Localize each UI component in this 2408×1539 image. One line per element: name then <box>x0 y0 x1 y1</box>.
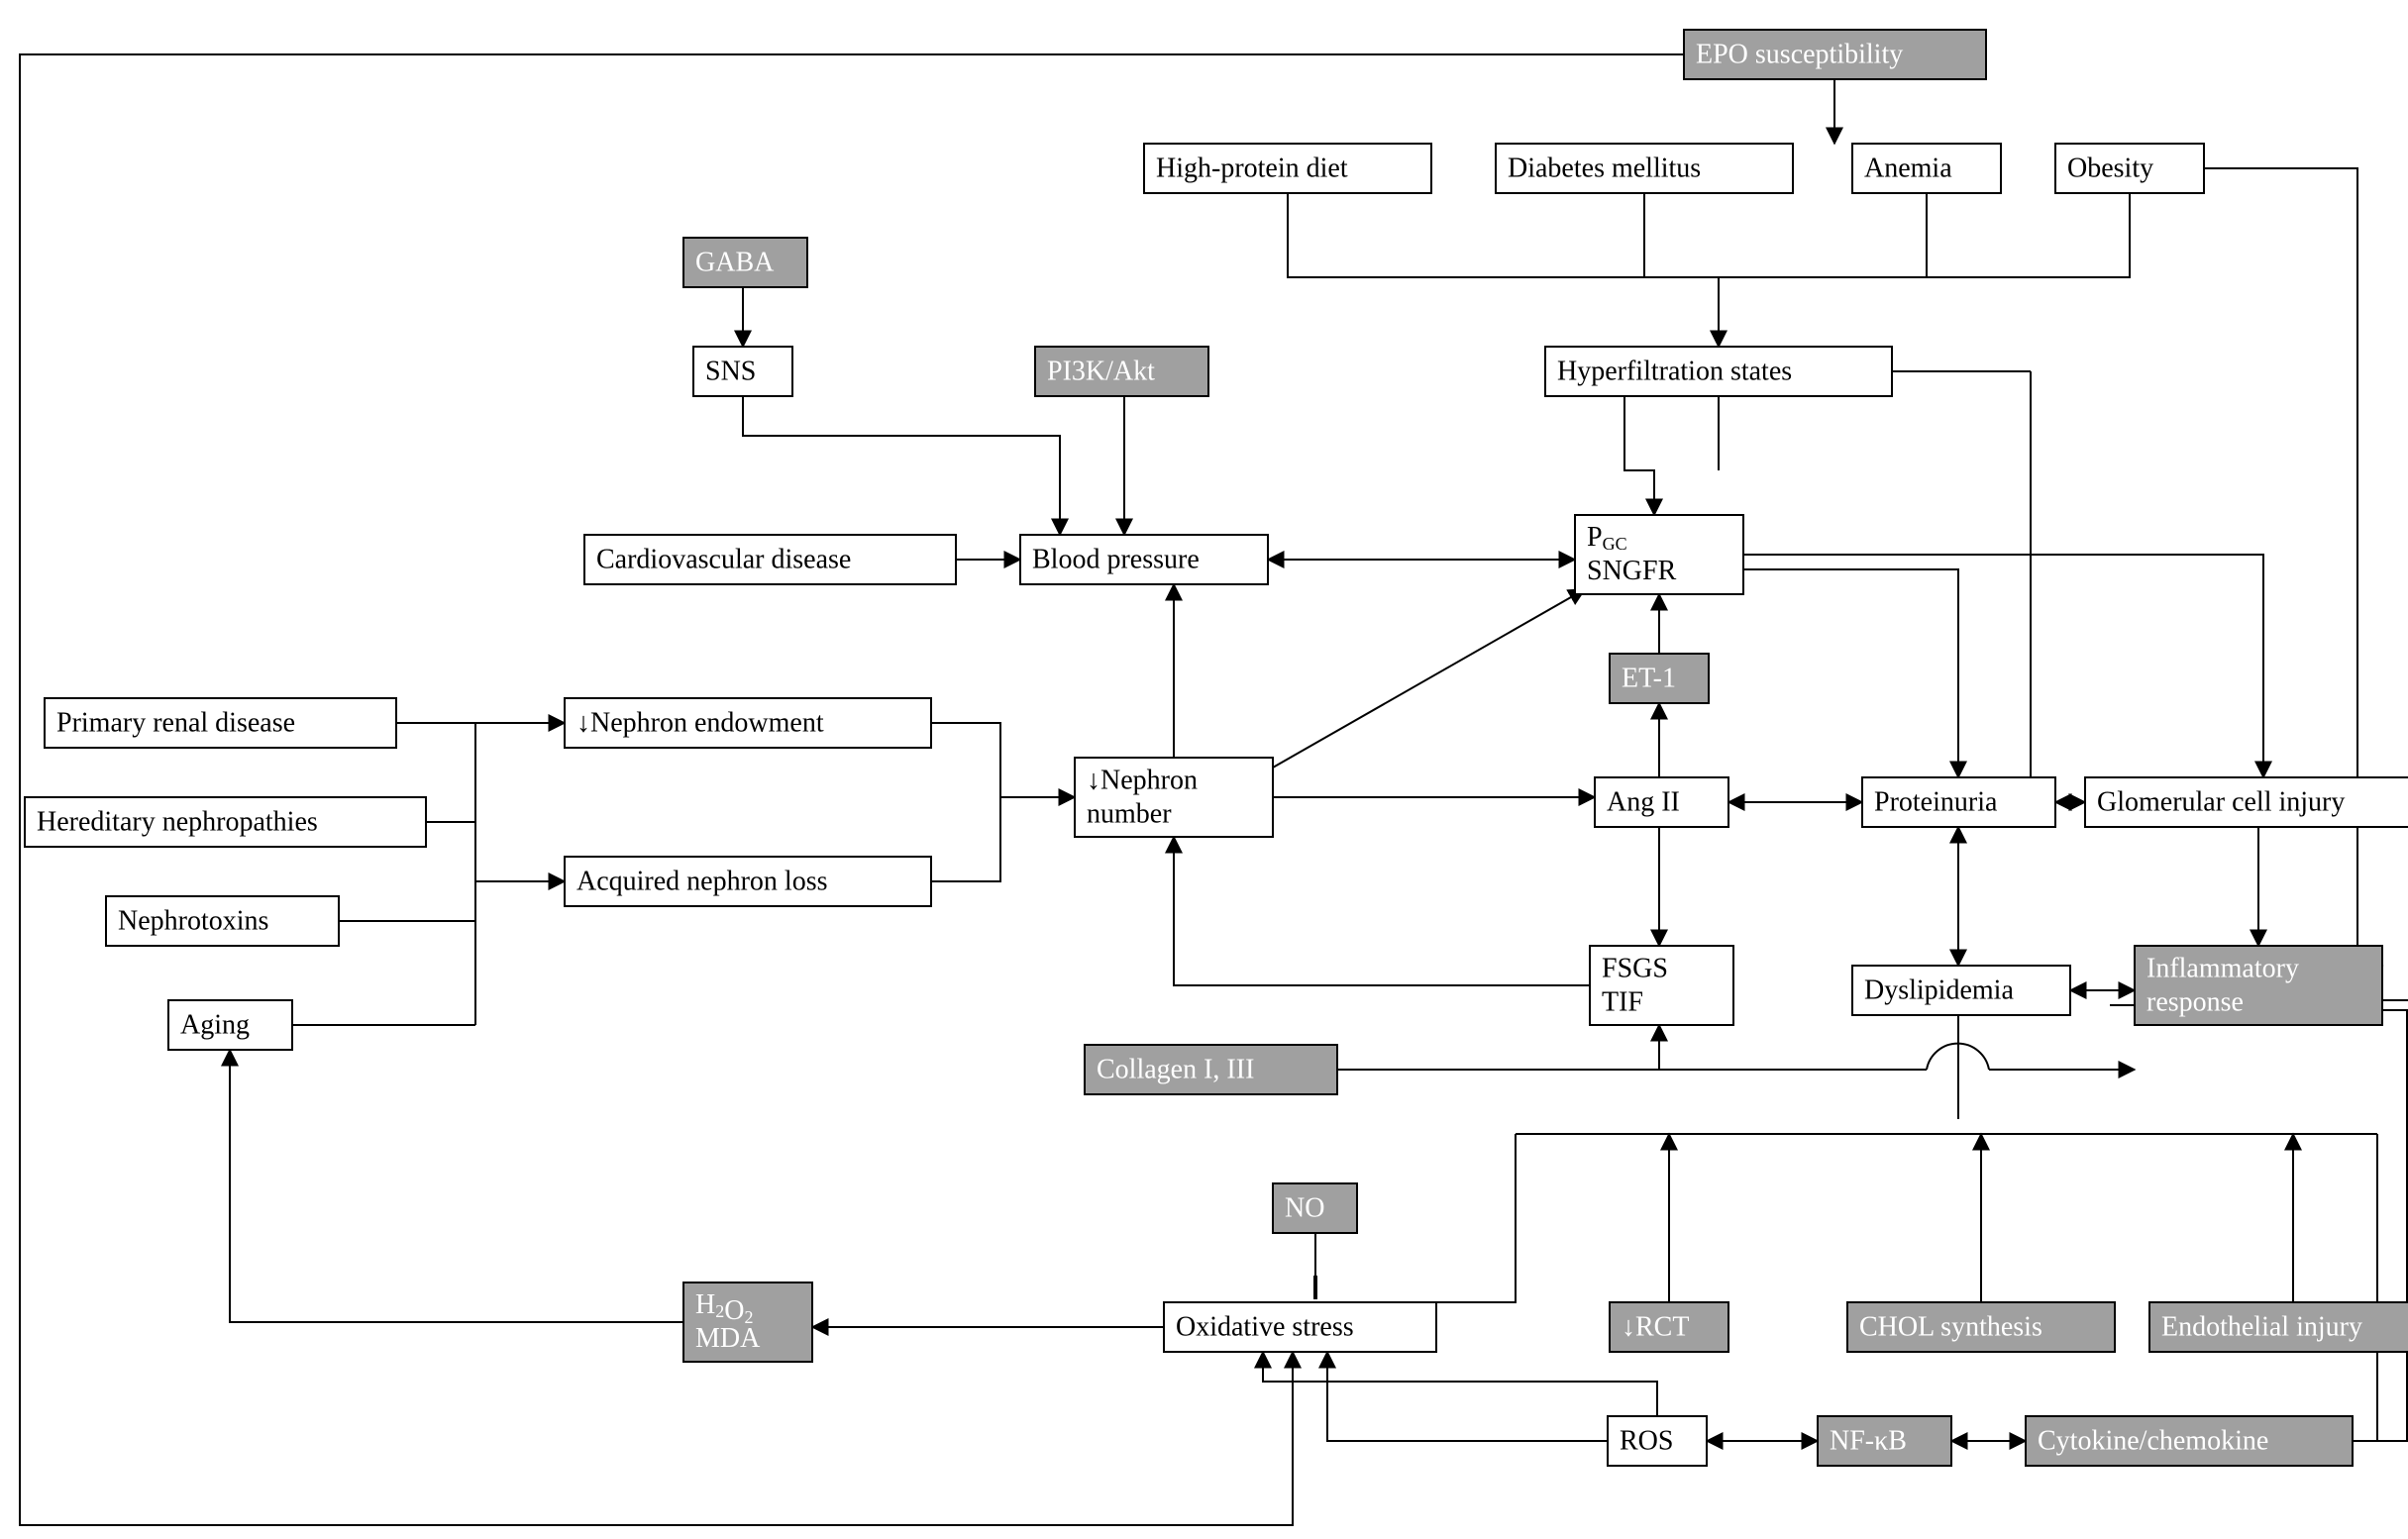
node-hpd: High-protein diet <box>1144 144 1431 193</box>
node-no: NO <box>1273 1183 1357 1233</box>
node-et1: ET-1 <box>1610 654 1709 703</box>
edge-segment <box>931 797 1000 881</box>
node-ros: ROS <box>1608 1416 1707 1466</box>
node-pgc: PGCSNGFR <box>1575 515 1743 594</box>
edge-segment <box>1288 193 1719 277</box>
node-label: Diabetes mellitus <box>1508 153 1701 183</box>
node-label: Acquired nephron loss <box>576 866 828 896</box>
node-dm: Diabetes mellitus <box>1496 144 1793 193</box>
node-label: PI3K/Akt <box>1047 356 1155 386</box>
node-label: FSGS <box>1602 953 1668 983</box>
node-label: SNGFR <box>1587 556 1677 586</box>
node-label: NF-κB <box>1830 1425 1907 1456</box>
node-label: GABA <box>695 247 775 277</box>
node-label: Oxidative stress <box>1176 1311 1354 1342</box>
node-label: SNS <box>705 356 756 386</box>
node-obesity: Obesity <box>2055 144 2204 193</box>
edge <box>1174 837 1590 985</box>
edge-segment <box>1719 193 1927 277</box>
node-label: Blood pressure <box>1032 544 1200 574</box>
node-inflam: Inflammatoryresponse <box>2135 946 2382 1025</box>
node-label: Hereditary nephropathies <box>37 806 318 837</box>
edge-segment <box>1263 1352 1657 1416</box>
node-cytchem: Cytokine/chemokine <box>2026 1416 2353 1466</box>
node-label: Collagen I, III <box>1097 1054 1254 1084</box>
node-label: High-protein diet <box>1156 153 1348 183</box>
edge <box>1743 569 1958 777</box>
edge-segment <box>2353 1010 2407 1441</box>
node-label: ROS <box>1620 1425 1673 1456</box>
node-label: Cytokine/chemokine <box>2038 1425 2268 1456</box>
node-label: ET-1 <box>1622 663 1676 693</box>
node-endoinj: Endothelial injury <box>2149 1302 2408 1352</box>
node-label: Glomerular cell injury <box>2097 786 2345 817</box>
node-rct: ↓RCT <box>1610 1302 1728 1352</box>
edge <box>1743 555 2263 777</box>
node-collagen: Collagen I, III <box>1085 1045 1337 1094</box>
node-label: MDA <box>695 1323 761 1354</box>
node-protu: Proteinuria <box>1862 777 2055 827</box>
node-dyslip: Dyslipidemia <box>1852 966 2070 1015</box>
node-fsgs: FSGSTIF <box>1590 946 1733 1025</box>
node-label: response <box>2146 986 2244 1017</box>
node-angii: Ang II <box>1595 777 1728 827</box>
node-prd: Primary renal disease <box>45 698 396 748</box>
edge-segment <box>743 396 1060 535</box>
node-label: Cardiovascular disease <box>596 544 851 574</box>
edge-segment <box>1719 193 2130 277</box>
node-aging: Aging <box>168 1000 292 1050</box>
edge-segment <box>1436 1134 1516 1302</box>
edge <box>1327 1352 1608 1441</box>
edge-segment <box>1273 589 1585 768</box>
node-epo: EPO susceptibility <box>1684 30 1986 79</box>
edge-segment <box>2353 1134 2377 1441</box>
node-label: ↓Nephron <box>1087 765 1198 795</box>
node-label: Dyslipidemia <box>1864 975 2014 1005</box>
node-chol: CHOL synthesis <box>1847 1302 2115 1352</box>
node-label: NO <box>1285 1192 1324 1223</box>
node-label: Proteinuria <box>1874 786 1998 817</box>
edge <box>1337 1025 1659 1070</box>
node-nephtox: Nephrotoxins <box>106 896 339 946</box>
node-nephend: ↓Nephron endowment <box>565 698 931 748</box>
node-label: Obesity <box>2067 153 2153 183</box>
node-label: number <box>1087 798 1172 829</box>
node-label: Ang II <box>1607 786 1680 817</box>
edge-segment <box>2204 168 2382 966</box>
node-label: CHOL synthesis <box>1859 1311 2042 1342</box>
edge-segment <box>2353 1000 2408 1441</box>
node-oxid: Oxidative stress <box>1164 1302 1436 1352</box>
node-label: EPO susceptibility <box>1696 39 1903 69</box>
node-gaba: GABA <box>683 238 807 287</box>
diagram-canvas: EPO susceptibility High-protein diet Diabe… <box>0 0 2408 1539</box>
node-glomci: Glomerular cell injury <box>2085 777 2408 827</box>
node-cvd: Cardiovascular disease <box>584 535 956 584</box>
edge-segment <box>931 723 1000 797</box>
edge-segment <box>1624 396 1654 515</box>
node-anemia: Anemia <box>1852 144 2001 193</box>
node-nephnum: ↓Nephronnumber <box>1075 758 1273 837</box>
edge <box>230 1050 683 1322</box>
node-bp: Blood pressure <box>1020 535 1268 584</box>
node-h2o2: H2O2MDA <box>683 1282 812 1362</box>
node-label: TIF <box>1602 986 1643 1017</box>
node-heredn: Hereditary nephropathies <box>25 797 426 847</box>
node-label: Nephrotoxins <box>118 905 268 936</box>
node-label: Endothelial injury <box>2161 1311 2362 1342</box>
node-label: Primary renal disease <box>56 707 295 738</box>
node-label: Aging <box>180 1009 250 1040</box>
node-label: ↓Nephron endowment <box>576 707 824 738</box>
node-hyperf: Hyperfiltration states <box>1545 347 1892 396</box>
node-label: Inflammatory <box>2146 953 2299 983</box>
node-pi3k: PI3K/Akt <box>1035 347 1208 396</box>
node-nfkb: NF-κB <box>1818 1416 1951 1466</box>
node-sns: SNS <box>693 347 792 396</box>
node-label: ↓RCT <box>1622 1311 1689 1342</box>
node-label: Hyperfiltration states <box>1557 356 1792 386</box>
node-acqnl: Acquired nephron loss <box>565 857 931 906</box>
node-label: Anemia <box>1864 153 1952 183</box>
